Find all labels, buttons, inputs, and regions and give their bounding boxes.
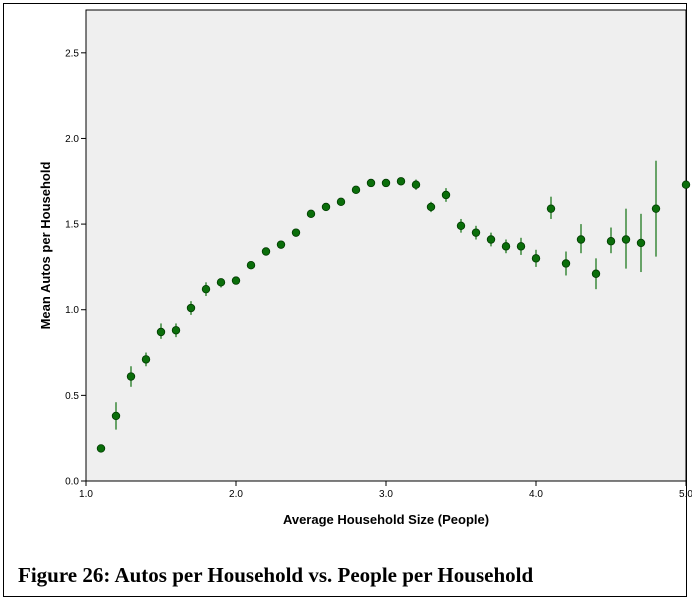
x-tick-label: 2.0 [229, 489, 243, 500]
data-point [546, 196, 556, 219]
data-point [651, 160, 661, 257]
data-marker [246, 260, 256, 270]
data-marker [411, 180, 421, 189]
y-tick-label: 2.0 [65, 134, 79, 145]
y-axis: 0.0 0.5 1.0 1.5 2.0 2.5 [65, 48, 86, 488]
data-point [201, 282, 211, 297]
y-tick-label: 1.0 [65, 305, 79, 316]
data-point [576, 224, 586, 254]
data-point [441, 188, 451, 202]
data-point [531, 249, 541, 267]
plot-area [85, 9, 687, 482]
data-point [381, 178, 391, 188]
y-tick-label: 0.5 [65, 391, 79, 402]
data-point [96, 444, 106, 453]
data-marker [621, 235, 631, 244]
figure-caption: Figure 26: Autos per Household vs. Peopl… [18, 563, 534, 587]
data-point [456, 218, 466, 233]
data-point [636, 213, 646, 273]
data-point [411, 179, 421, 190]
data-point [621, 208, 631, 269]
data-marker [186, 303, 196, 313]
data-point [426, 201, 436, 213]
data-marker [231, 276, 241, 285]
data-point [111, 402, 121, 430]
data-point [141, 352, 151, 367]
data-point [291, 228, 301, 237]
x-tick-label: 3.0 [379, 489, 393, 500]
data-point [231, 276, 241, 285]
data-point [366, 178, 376, 188]
x-axis-title: Average Household Size (People) [283, 512, 489, 527]
data-marker [216, 278, 226, 287]
y-tick-label: 1.5 [65, 220, 79, 231]
data-marker [561, 259, 571, 268]
data-point [216, 278, 226, 288]
scatter-chart: 0.0 0.5 1.0 1.5 2.0 2.5 1.0 2.0 3.0 4.0 5.0 Avera… [38, 9, 692, 527]
data-point [156, 323, 166, 339]
data-point [501, 239, 511, 254]
data-marker [111, 411, 121, 421]
data-marker [471, 228, 481, 237]
x-tick-label: 4.0 [529, 489, 543, 500]
data-marker [321, 202, 331, 212]
data-point [351, 185, 361, 195]
data-marker [126, 372, 136, 381]
data-point [261, 247, 271, 256]
data-point [321, 202, 331, 212]
data-marker [501, 242, 511, 251]
data-marker [546, 204, 556, 213]
data-point [516, 237, 526, 255]
data-points [96, 160, 691, 453]
data-point [276, 240, 286, 249]
y-tick-label: 0.0 [65, 477, 79, 488]
data-marker [366, 178, 376, 188]
data-marker [651, 204, 661, 213]
data-marker [396, 177, 406, 186]
data-marker [531, 254, 541, 263]
data-marker [171, 326, 181, 335]
data-marker [291, 228, 301, 237]
data-marker [336, 197, 346, 207]
data-point [681, 180, 691, 189]
data-point [606, 227, 616, 254]
data-point [471, 225, 481, 240]
data-marker [486, 235, 496, 244]
data-marker [261, 247, 271, 256]
data-marker [636, 238, 646, 248]
data-marker [381, 178, 391, 188]
y-axis-title: Mean Autos per Household [38, 162, 53, 330]
data-marker [441, 190, 451, 200]
data-marker [96, 444, 106, 453]
x-tick-label: 1.0 [79, 489, 93, 500]
data-marker [606, 237, 616, 246]
data-point [306, 209, 316, 219]
data-marker [141, 355, 151, 364]
x-tick-label: 5.0 [679, 489, 692, 500]
data-marker [156, 327, 166, 337]
data-point [186, 301, 196, 315]
data-marker [591, 269, 601, 278]
y-tick-label: 2.5 [65, 48, 79, 59]
data-point [591, 258, 601, 290]
data-point [126, 366, 136, 387]
x-axis: 1.0 2.0 3.0 4.0 5.0 [79, 481, 692, 500]
data-marker [276, 240, 286, 249]
data-point [246, 260, 256, 270]
data-marker [576, 235, 586, 244]
data-marker [351, 185, 361, 195]
data-point [561, 251, 571, 276]
data-marker [456, 221, 466, 231]
data-marker [426, 202, 436, 212]
data-marker [681, 180, 691, 189]
data-marker [201, 284, 211, 294]
data-point [396, 177, 406, 186]
data-point [171, 323, 181, 338]
data-marker [306, 209, 316, 219]
data-marker [516, 242, 526, 251]
data-point [336, 197, 346, 207]
data-point [486, 232, 496, 247]
